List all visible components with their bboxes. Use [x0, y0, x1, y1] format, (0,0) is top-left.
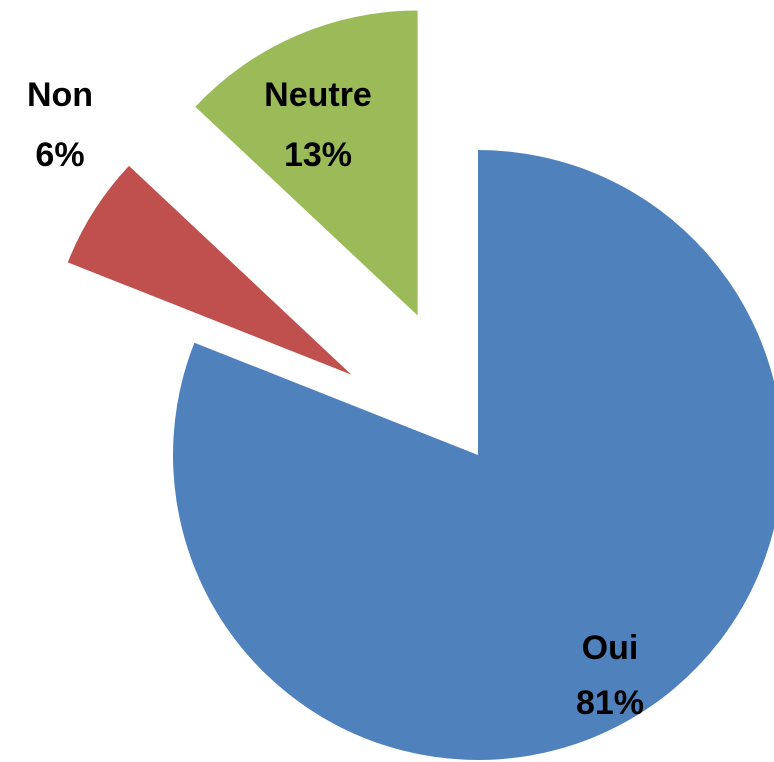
- slice-label: Non: [27, 76, 93, 114]
- slice-value-label: 6%: [35, 136, 84, 174]
- slice-value-label: 13%: [284, 136, 352, 174]
- slice-value-label: 81%: [576, 684, 644, 722]
- slice-label: Oui: [582, 629, 639, 667]
- pie-slice: [195, 10, 418, 316]
- slice-label: Neutre: [264, 76, 372, 114]
- pie-slice: [67, 165, 352, 375]
- pie-slice: [173, 150, 774, 760]
